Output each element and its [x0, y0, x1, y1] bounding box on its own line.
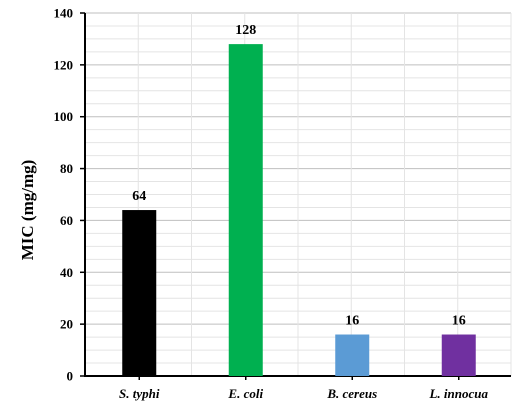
y-tick-label: 80	[60, 161, 73, 176]
y-tick-label: 20	[60, 317, 73, 332]
data-label: 16	[452, 314, 466, 329]
bar	[335, 334, 370, 376]
y-tick-labels: 0 20 40 60 80 100 120 140	[54, 6, 74, 384]
y-tick-label: 100	[54, 109, 74, 124]
y-tick-label: 140	[54, 6, 74, 21]
x-category-labels: S. typhi E. coli B. cereus L. innocua	[119, 386, 488, 401]
y-tick-label: 60	[60, 213, 73, 228]
y-tick-label: 40	[60, 265, 73, 280]
bars	[122, 44, 476, 376]
x-tick-label: L. innocua	[428, 386, 488, 401]
x-tick-label: B. cereus	[326, 386, 377, 401]
bar	[228, 44, 263, 376]
data-label: 64	[132, 189, 146, 204]
bar	[122, 210, 157, 376]
data-labels: 64 128 16 16	[132, 23, 466, 328]
y-tick-label: 120	[54, 57, 74, 72]
data-label: 128	[235, 23, 256, 38]
y-tick-label: 0	[67, 369, 74, 384]
data-label: 16	[345, 314, 359, 329]
y-axis-title: MIC (mg/mg)	[18, 160, 37, 261]
x-tick-label: S. typhi	[119, 386, 160, 401]
x-tick-label: E. coli	[227, 386, 263, 401]
bar	[441, 334, 476, 376]
